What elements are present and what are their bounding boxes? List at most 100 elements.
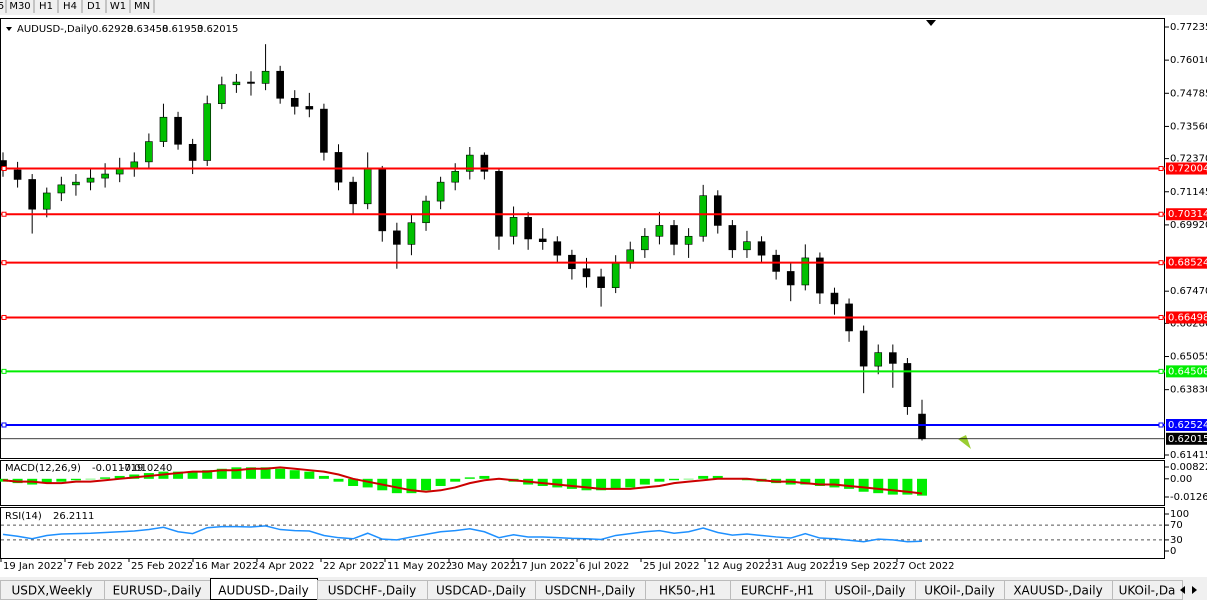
timeframe-button[interactable]: H4 xyxy=(63,1,77,12)
macd-histogram-bar xyxy=(712,475,723,479)
tabs: USDX,Weekly EURUSD-,Daily AUDUSD-,Daily USD… xyxy=(0,578,1183,600)
candle-body xyxy=(889,352,897,364)
level-anchor[interactable] xyxy=(1,260,7,266)
tab[interactable]: AUDUSD-,Daily xyxy=(210,578,318,600)
price-tick-label: 0.65055 xyxy=(1170,352,1207,363)
tab-scroll-left[interactable] xyxy=(1180,586,1185,594)
tab[interactable]: XAUUSD-,Daily xyxy=(1004,580,1113,600)
macd-histogram-bar xyxy=(654,478,665,482)
macd-histogram-bar xyxy=(450,478,461,482)
macd-frame xyxy=(0,460,1165,506)
macd-histogram-bar xyxy=(333,478,344,482)
macd-histogram-bar xyxy=(917,478,927,496)
candle-body xyxy=(57,184,66,194)
current-price-box xyxy=(1166,432,1207,445)
macd-histogram-bar xyxy=(902,478,913,495)
tab-label: HK50-,H1 xyxy=(659,584,716,598)
candle-body xyxy=(465,154,474,172)
macd-histogram-bar xyxy=(391,478,402,494)
tab[interactable]: UKOil-,Daily xyxy=(915,580,1005,600)
candle-body xyxy=(786,271,795,286)
level-anchor[interactable] xyxy=(1,314,7,320)
date-label: 25 Jul 2022 xyxy=(643,561,700,572)
level-anchor[interactable] xyxy=(1158,422,1164,428)
macd-histogram-bar xyxy=(464,477,475,479)
ohlc-value: 0.62015 xyxy=(197,24,238,35)
candle-body xyxy=(363,168,372,205)
candle-body xyxy=(903,363,912,408)
tab[interactable]: USDCAD-,Daily xyxy=(427,580,536,600)
main-chart-frame xyxy=(0,18,1165,459)
candle-body xyxy=(597,276,605,288)
rsi-tick-label: 70 xyxy=(1170,520,1183,531)
arrow-annotation xyxy=(954,425,971,449)
candle-body xyxy=(684,235,693,245)
tab[interactable]: USOil-,Daily xyxy=(825,580,916,600)
symbol-dropdown[interactable] xyxy=(6,27,12,31)
tab[interactable]: USDX,Weekly xyxy=(0,580,105,600)
date-label: 25 Feb 2022 xyxy=(131,561,193,572)
date-label: 16 Mar 2022 xyxy=(195,561,258,572)
candle-body xyxy=(451,171,460,183)
candle-body xyxy=(232,81,241,86)
candle-body xyxy=(72,181,80,186)
tab-label: USDCAD-,Daily xyxy=(436,584,526,598)
tab-scroll-right[interactable] xyxy=(1192,586,1197,594)
date-label: 12 Aug 2022 xyxy=(707,561,771,572)
level-price-box xyxy=(1166,162,1207,175)
tab[interactable]: USDCHF-,Daily xyxy=(317,580,428,600)
date-label: 11 May 2022 xyxy=(387,561,452,572)
level-price-box xyxy=(1166,418,1207,431)
level-anchor[interactable] xyxy=(1158,314,1164,320)
candle-body xyxy=(247,81,255,84)
level-anchor[interactable] xyxy=(1,211,7,217)
tab[interactable]: USDCNH-,Daily xyxy=(535,580,646,600)
date-label: 31 Aug 2022 xyxy=(771,561,835,572)
candle-body xyxy=(86,177,95,183)
timeframe-button[interactable]: MN xyxy=(134,1,150,12)
level-anchor[interactable] xyxy=(1,166,7,172)
candle-body xyxy=(699,195,707,237)
level-price-label: 0.62524 xyxy=(1168,420,1207,431)
tab[interactable]: UKOil-,Da xyxy=(1112,580,1183,600)
tab[interactable]: EURUSD-,Daily xyxy=(104,580,211,600)
date-label: 6 Jul 2022 xyxy=(579,561,629,572)
level-price-box xyxy=(1166,256,1207,269)
date-label: 19 Sep 2022 xyxy=(835,561,898,572)
rsi-tick-label: 100 xyxy=(1170,509,1189,520)
macd-signal-value: -0.010240 xyxy=(121,463,172,474)
candle-body xyxy=(13,169,22,180)
tab[interactable]: EURCHF-,H1 xyxy=(730,580,826,600)
timeframe-button[interactable]: H1 xyxy=(39,1,53,12)
level-anchor[interactable] xyxy=(1158,260,1164,266)
timeframe-button[interactable]: 5 xyxy=(0,1,4,12)
rsi-frame xyxy=(0,507,1165,559)
tab-label: USOil-,Daily xyxy=(834,584,905,598)
timeframe-button[interactable]: M30 xyxy=(9,1,30,12)
level-anchor[interactable] xyxy=(1,368,7,374)
tab[interactable]: HK50-,H1 xyxy=(645,580,731,600)
macd-signal-line xyxy=(2,466,923,495)
level-anchor[interactable] xyxy=(1,422,7,428)
macd-histogram-bar xyxy=(304,471,315,479)
candle-body xyxy=(611,263,620,288)
macd-histogram-bar xyxy=(639,478,650,485)
macd-histogram-bar xyxy=(596,478,607,491)
tab-label: EURCHF-,H1 xyxy=(741,584,814,598)
macd-histogram-bar xyxy=(245,467,256,479)
timeframe-button[interactable]: W1 xyxy=(110,1,126,12)
macd-tick-label: -0.012669 xyxy=(1170,492,1207,503)
macd-histogram-bar xyxy=(858,478,869,492)
macd-histogram-bar xyxy=(873,478,884,494)
candle-body xyxy=(334,152,343,183)
level-anchor[interactable] xyxy=(1158,368,1164,374)
timeframe-button[interactable]: D1 xyxy=(87,1,101,12)
candle-body xyxy=(728,225,737,251)
level-anchor[interactable] xyxy=(1158,166,1164,172)
macd-histogram-bar xyxy=(844,478,855,489)
level-anchor[interactable] xyxy=(1158,211,1164,217)
